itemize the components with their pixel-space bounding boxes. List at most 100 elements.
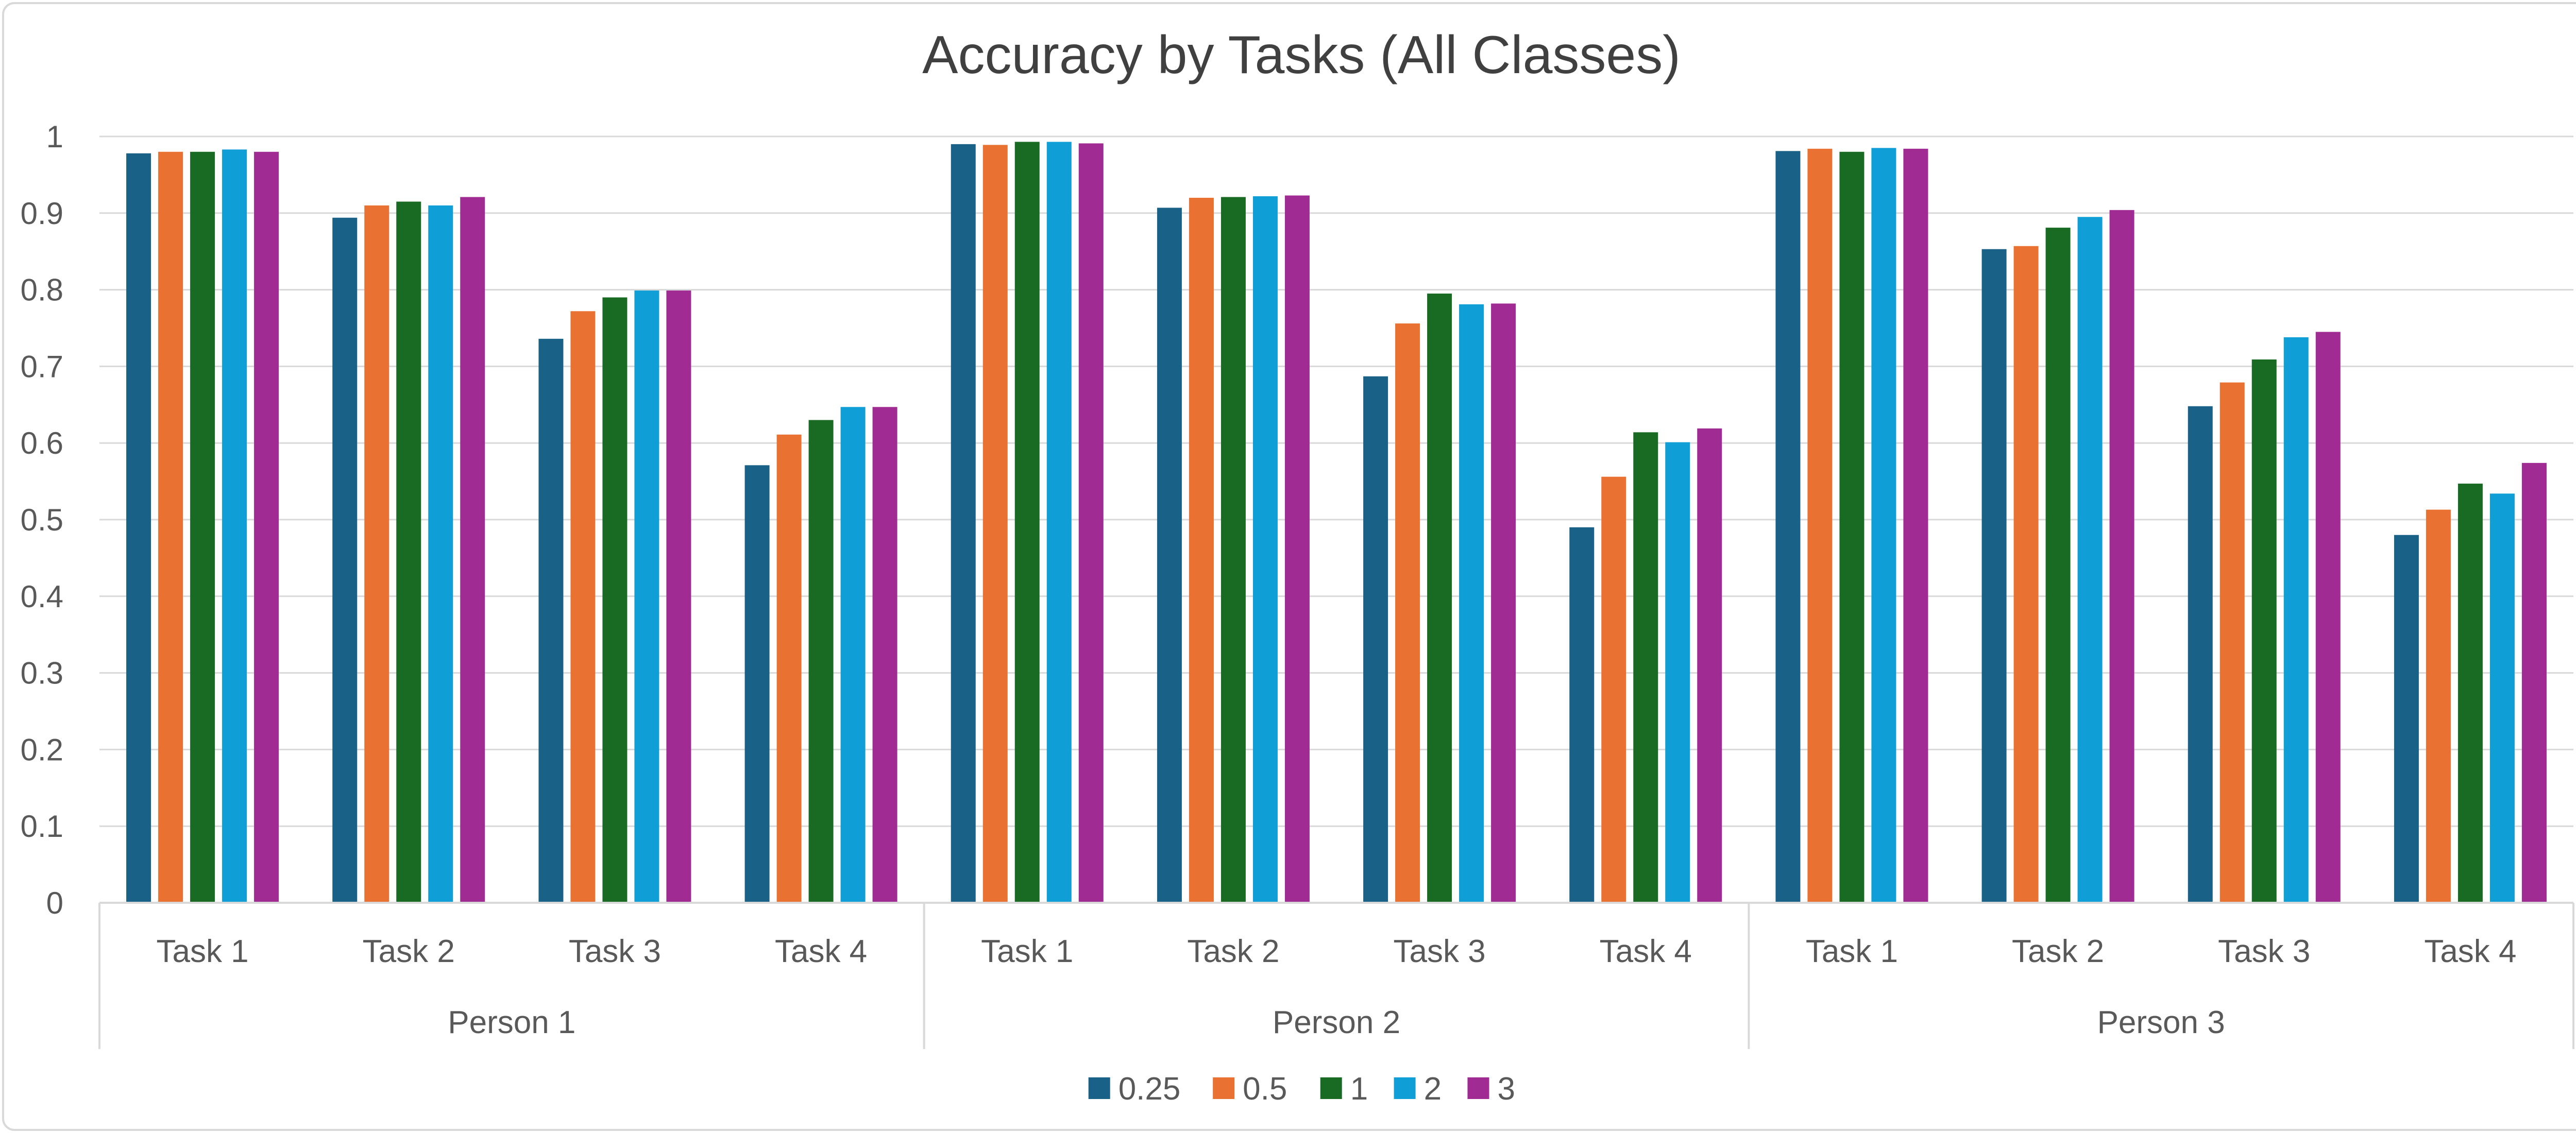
bar: [1981, 249, 2007, 903]
bar: [951, 144, 976, 903]
x-tick-label: Task 4: [2424, 934, 2516, 969]
bar: [222, 149, 247, 903]
y-tick-label: 0: [46, 886, 63, 920]
bar: [1284, 195, 1310, 903]
bar: [2045, 228, 2071, 903]
bar: [1459, 304, 1484, 903]
y-tick-label: 0.2: [21, 732, 63, 767]
legend-label: 0.5: [1243, 1071, 1287, 1107]
bar: [2109, 210, 2134, 903]
x-tick-label: Task 3: [2218, 934, 2310, 969]
bar: [1221, 197, 1246, 903]
group-label: Person 3: [2097, 1005, 2225, 1040]
bar: [1665, 442, 1690, 903]
y-axis-tick-labels: 0 0.1 0.2 0.3 0.4 0.5 0.6 0.7 0.8 0.9 1: [21, 119, 63, 920]
legend-swatch: [1213, 1077, 1235, 1099]
y-tick-label: 0.1: [21, 809, 63, 844]
bar: [1427, 294, 1452, 903]
bar: [1046, 142, 1072, 903]
group-label: Person 2: [1273, 1005, 1400, 1040]
bar: [2394, 535, 2419, 903]
bar: [2315, 332, 2341, 903]
bar: [254, 151, 279, 903]
bar: [1395, 323, 1420, 903]
y-tick-label: 1: [46, 119, 63, 154]
legend-label: 1: [1350, 1071, 1368, 1107]
bar: [1491, 303, 1516, 903]
x-tick-label: Task 2: [1187, 934, 1279, 969]
bar: [872, 407, 897, 903]
bar: [2458, 484, 2483, 903]
legend-swatch: [1394, 1077, 1416, 1099]
bar: [538, 338, 564, 903]
legend[interactable]: 0.25 0.5 1 2 3: [1088, 1071, 1515, 1107]
bar: [2521, 462, 2547, 903]
bar: [460, 197, 485, 903]
bar: [126, 153, 151, 903]
y-tick-label: 0.5: [21, 503, 63, 537]
group-label: Person 1: [448, 1005, 575, 1040]
bar: [570, 311, 596, 903]
bar: [1157, 208, 1182, 903]
bar: [840, 407, 866, 903]
bar: [1633, 432, 1658, 903]
y-tick-label: 0.9: [21, 196, 63, 231]
y-tick-label: 0.3: [21, 656, 63, 691]
chart-title: Accuracy by Tasks (All Classes): [922, 25, 1681, 85]
bar: [744, 465, 770, 903]
bar: [1807, 148, 1833, 903]
bar: [332, 217, 358, 903]
x-tick-label: Task 1: [156, 934, 248, 969]
bar: [776, 434, 802, 903]
x-tick-label: Task 2: [2012, 934, 2104, 969]
bar: [396, 201, 421, 903]
bar: [2219, 382, 2245, 903]
x-tick-label: Task 3: [1393, 934, 1485, 969]
x-axis: Task 1 Task 2 Task 3 Task 4 Task 1 Task 2 Task…: [98, 902, 2574, 1049]
bar: [1903, 148, 1928, 903]
y-tick-label: 0.8: [21, 273, 63, 307]
bar: [1697, 428, 1722, 903]
bar: [190, 151, 215, 903]
legend-label: 0.25: [1118, 1071, 1181, 1107]
bar: [2283, 337, 2309, 903]
bar: [158, 151, 183, 903]
bar: [364, 205, 389, 903]
bar: [1839, 151, 1865, 903]
bar: [1871, 148, 1896, 903]
x-tick-label: Task 3: [569, 934, 661, 969]
legend-label: 2: [1424, 1071, 1442, 1107]
bar: [1775, 151, 1801, 903]
bar: [428, 205, 453, 903]
bar: [602, 297, 628, 903]
bar: [1601, 476, 1626, 903]
bar: [2251, 359, 2277, 903]
y-tick-label: 0.6: [21, 426, 63, 460]
y-tick-label: 0.4: [21, 579, 63, 614]
bar: [2489, 493, 2515, 903]
bar: [1569, 527, 1595, 903]
legend-swatch: [1088, 1077, 1110, 1099]
y-tick-label: 0.7: [21, 349, 63, 384]
legend-swatch: [1467, 1077, 1489, 1099]
x-tick-label: Task 4: [775, 934, 867, 969]
legend-label: 3: [1497, 1071, 1515, 1107]
bars: [126, 142, 2547, 903]
x-tick-label: Task 4: [1600, 934, 1692, 969]
bar: [1252, 196, 1278, 903]
bar: [634, 290, 659, 903]
gridlines: [99, 135, 2573, 827]
x-tick-label: Task 1: [981, 934, 1073, 969]
legend-swatch: [1320, 1077, 1342, 1099]
bar: [982, 145, 1008, 903]
x-tick-label: Task 2: [363, 934, 455, 969]
bar: [1014, 142, 1040, 903]
bar: [1189, 198, 1214, 903]
bar: [2013, 246, 2039, 903]
bar: [2188, 406, 2213, 903]
bar: [808, 420, 834, 903]
bar: [1078, 143, 1104, 903]
bar: [2426, 509, 2451, 903]
bar: [2077, 217, 2103, 903]
